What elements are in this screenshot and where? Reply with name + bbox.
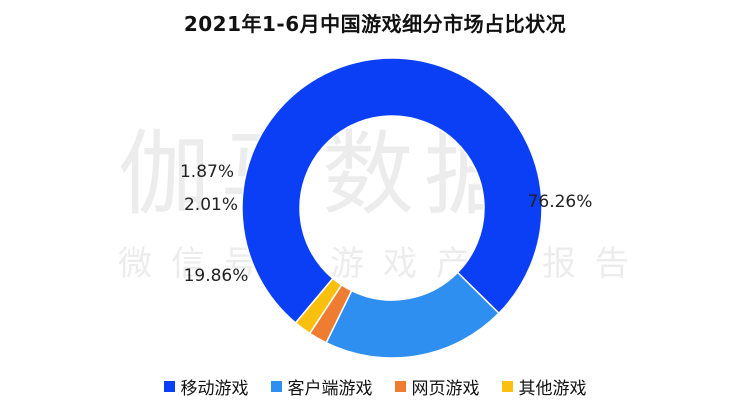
legend-item-client[interactable]: 客户端游戏 bbox=[270, 374, 373, 399]
legend-item-web[interactable]: 网页游戏 bbox=[394, 374, 480, 399]
legend-swatch-web bbox=[394, 381, 406, 392]
legend-item-mobile[interactable]: 移动游戏 bbox=[163, 374, 249, 399]
slice-other[interactable] bbox=[294, 277, 343, 335]
label-web: 2.01% bbox=[184, 195, 238, 215]
legend-swatch-client bbox=[270, 381, 282, 392]
label-client: 19.86% bbox=[184, 266, 249, 286]
legend-label-other: 其他游戏 bbox=[518, 379, 587, 399]
legend-label-mobile: 移动游戏 bbox=[180, 379, 249, 399]
legend-label-web: 网页游戏 bbox=[411, 379, 480, 399]
watermark-sub: 微信号：游戏产业报告 bbox=[118, 244, 648, 284]
label-other: 1.87% bbox=[180, 162, 234, 182]
chart-title: 2021年1-6月中国游戏细分市场占比状况 bbox=[183, 12, 567, 36]
legend: 移动游戏 客户端游戏 网页游戏 其他游戏 bbox=[0, 374, 750, 399]
label-mobile: 76.26% bbox=[528, 192, 593, 212]
legend-swatch-mobile bbox=[163, 381, 175, 392]
legend-item-other[interactable]: 其他游戏 bbox=[501, 374, 587, 399]
slice-mobile[interactable] bbox=[241, 57, 543, 324]
legend-label-client: 客户端游戏 bbox=[287, 379, 373, 399]
legend-swatch-other bbox=[501, 381, 513, 392]
